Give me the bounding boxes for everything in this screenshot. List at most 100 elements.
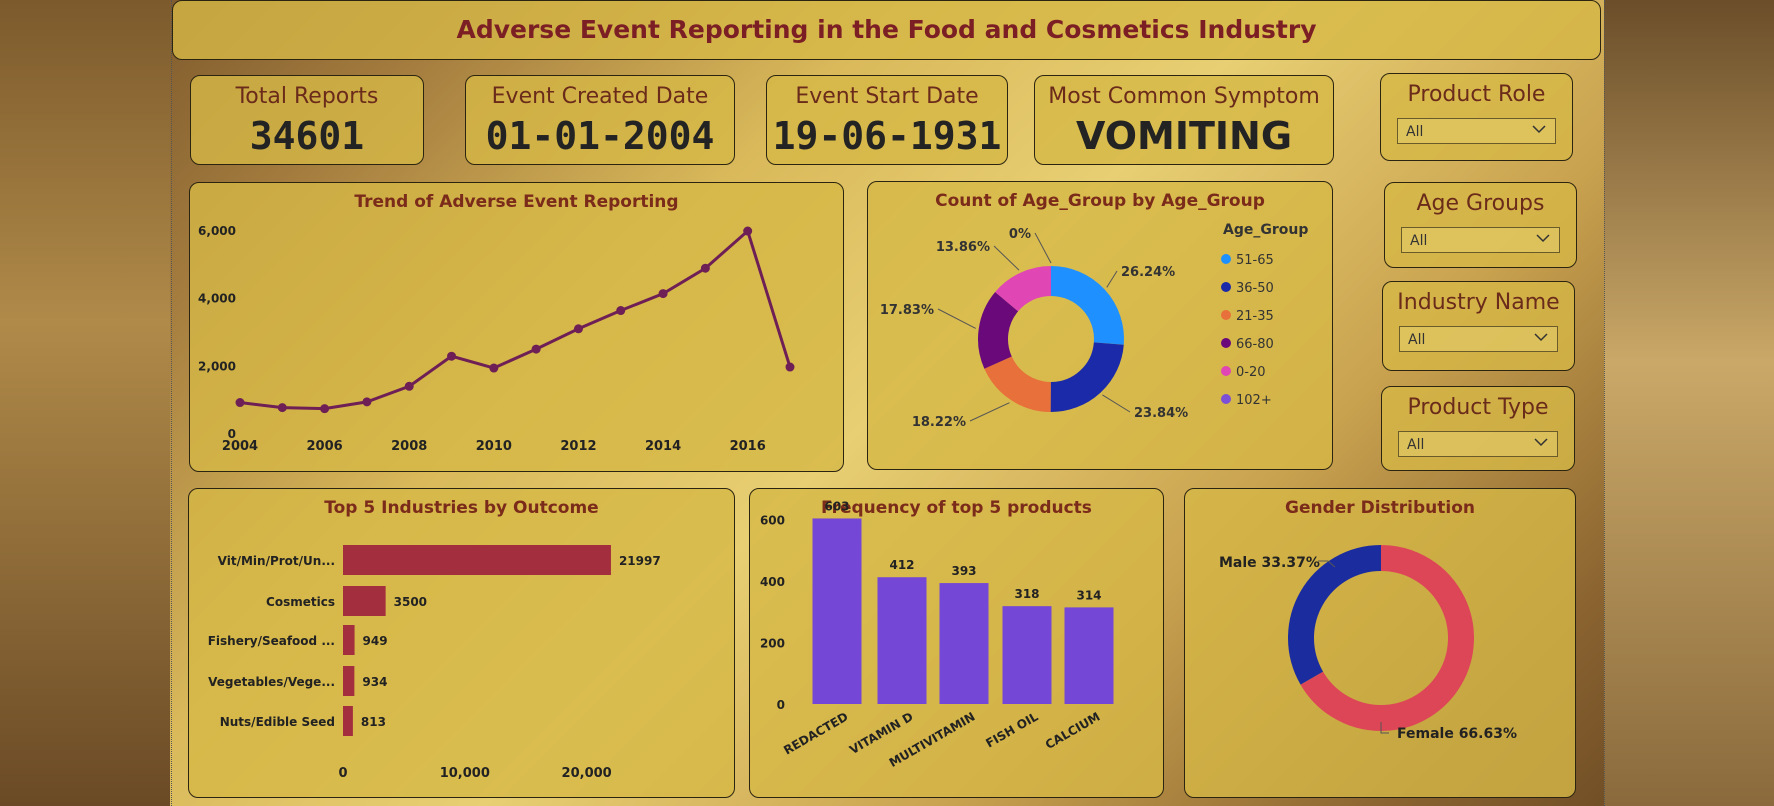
legend-label: 21-35 bbox=[1236, 309, 1274, 324]
x-tick-label: CALCIUM bbox=[1043, 709, 1103, 751]
slice-label: 17.83% bbox=[880, 303, 934, 318]
legend-marker bbox=[1221, 310, 1231, 320]
chart-title: Top 5 Industries by Outcome bbox=[324, 498, 599, 518]
age-slice bbox=[995, 266, 1052, 312]
legend-marker bbox=[1221, 366, 1231, 376]
data-label: 603 bbox=[824, 499, 849, 513]
slice-label: 0% bbox=[1009, 227, 1031, 242]
data-label: 318 bbox=[1014, 587, 1039, 601]
data-point bbox=[785, 362, 795, 372]
kpi-label: Most Common Symptom bbox=[1048, 84, 1320, 109]
data-point bbox=[447, 351, 457, 361]
industries-bar-chart: Vit/Min/Prot/Un... 21997 Cosmetics 3500 Fish… bbox=[208, 545, 661, 781]
x-tick-label: 2012 bbox=[560, 439, 596, 454]
bar bbox=[812, 518, 862, 704]
legend-marker bbox=[1221, 394, 1231, 404]
slicer-label: Product Type bbox=[1407, 395, 1549, 420]
y-tick-label: 6,000 bbox=[198, 224, 236, 238]
background-decoration-right bbox=[1604, 0, 1774, 806]
legend-label: 51-65 bbox=[1236, 253, 1274, 268]
data-label: 314 bbox=[1076, 588, 1101, 602]
slicer-label: Age Groups bbox=[1416, 191, 1545, 216]
category-label: Cosmetics bbox=[266, 595, 335, 609]
x-tick-label: 2014 bbox=[645, 439, 681, 454]
age-slice bbox=[1050, 266, 1124, 345]
slice-label: 26.24% bbox=[1121, 265, 1175, 280]
chart-title: Count of Age_Group by Age_Group bbox=[935, 191, 1265, 211]
chevron-down-icon bbox=[1536, 234, 1550, 243]
age-slice bbox=[978, 291, 1019, 369]
data-label: 934 bbox=[362, 675, 387, 689]
slice-label: 18.22% bbox=[912, 415, 966, 430]
leader-line bbox=[1380, 722, 1389, 734]
y-tick-label: 2,000 bbox=[198, 359, 236, 373]
leader-line bbox=[937, 308, 976, 329]
chevron-down-icon bbox=[1534, 333, 1548, 342]
title-bar: Adverse Event Reporting in the Food and … bbox=[172, 0, 1601, 60]
chart-title: Trend of Adverse Event Reporting bbox=[354, 192, 679, 212]
bar bbox=[1064, 607, 1114, 704]
data-point bbox=[531, 344, 541, 354]
bar bbox=[343, 586, 386, 616]
y-tick-label: 0 bbox=[777, 698, 785, 712]
kpi-value: 19-06-1931 bbox=[772, 114, 1002, 158]
data-label: 393 bbox=[951, 564, 976, 578]
data-point bbox=[573, 324, 583, 334]
industries-chart-panel: Top 5 Industries by Outcome Vit/Min/Prot… bbox=[188, 488, 735, 798]
x-tick-label: REDACTED bbox=[781, 709, 850, 757]
bar bbox=[939, 583, 989, 704]
legend-marker bbox=[1221, 282, 1231, 292]
industry-name-dropdown[interactable]: All bbox=[1399, 326, 1558, 352]
product-type-dropdown[interactable]: All bbox=[1398, 431, 1558, 457]
kpi-value: VOMITING bbox=[1075, 114, 1293, 158]
data-point bbox=[404, 381, 414, 391]
gender-slice bbox=[1300, 545, 1474, 731]
dropdown-value: All bbox=[1407, 437, 1425, 453]
leader-line bbox=[1318, 560, 1336, 568]
slicer-product-role: Product Role All bbox=[1380, 73, 1573, 161]
y-tick-label: 0 bbox=[228, 427, 236, 441]
leader-line bbox=[1034, 232, 1052, 264]
data-point bbox=[277, 403, 287, 413]
age-group-donut-chart: 26.24% 23.84% 18.22% 17.83% 13.86% 0% Age_Grou… bbox=[880, 222, 1309, 430]
trend-line bbox=[239, 228, 792, 411]
page-title: Adverse Event Reporting in the Food and … bbox=[456, 15, 1317, 44]
y-tick-label: 600 bbox=[760, 513, 785, 527]
data-point bbox=[489, 363, 499, 373]
category-label: Nuts/Edible Seed bbox=[220, 715, 335, 729]
kpi-label: Event Created Date bbox=[491, 84, 709, 109]
data-label: 3500 bbox=[394, 595, 427, 609]
slicer-product-type: Product Type All bbox=[1381, 386, 1575, 471]
slicer-industry-name: Industry Name All bbox=[1382, 281, 1575, 371]
bar bbox=[343, 706, 353, 736]
chevron-down-icon bbox=[1534, 438, 1548, 447]
product-role-dropdown[interactable]: All bbox=[1397, 118, 1556, 144]
category-label: Fishery/Seafood ... bbox=[208, 634, 335, 648]
category-label: Vegetables/Vege... bbox=[208, 675, 335, 689]
x-tick-label: 2006 bbox=[307, 439, 343, 454]
dropdown-value: All bbox=[1410, 233, 1428, 249]
products-chart-panel: Frequency of top 5 products 0 200 400 600 60… bbox=[749, 488, 1164, 798]
category-label: Vit/Min/Prot/Un... bbox=[218, 554, 335, 568]
leader-line bbox=[1102, 394, 1131, 413]
legend-label: 102+ bbox=[1236, 393, 1272, 408]
chart-title: Frequency of top 5 products bbox=[821, 498, 1092, 518]
slicer-age-groups: Age Groups All bbox=[1384, 182, 1577, 268]
x-tick-label: 2016 bbox=[730, 439, 766, 454]
slicer-label: Industry Name bbox=[1397, 290, 1560, 315]
x-tick-label: 0 bbox=[338, 766, 347, 781]
x-tick-label: 2004 bbox=[222, 439, 258, 454]
kpi-label: Total Reports bbox=[235, 84, 379, 109]
bar bbox=[343, 666, 355, 696]
age-groups-dropdown[interactable]: All bbox=[1401, 227, 1560, 253]
data-label: 813 bbox=[361, 715, 386, 729]
kpi-event-created-date: Event Created Date 01-01-2004 bbox=[465, 75, 735, 165]
chart-title: Gender Distribution bbox=[1285, 498, 1475, 518]
bar bbox=[343, 545, 611, 575]
slice-label: Male 33.37% bbox=[1219, 555, 1320, 571]
kpi-total-reports: Total Reports 34601 bbox=[190, 75, 424, 165]
age-group-chart-panel: Count of Age_Group by Age_Group 26.24% 23… bbox=[867, 181, 1333, 470]
data-point bbox=[743, 226, 753, 236]
data-point bbox=[235, 398, 245, 408]
